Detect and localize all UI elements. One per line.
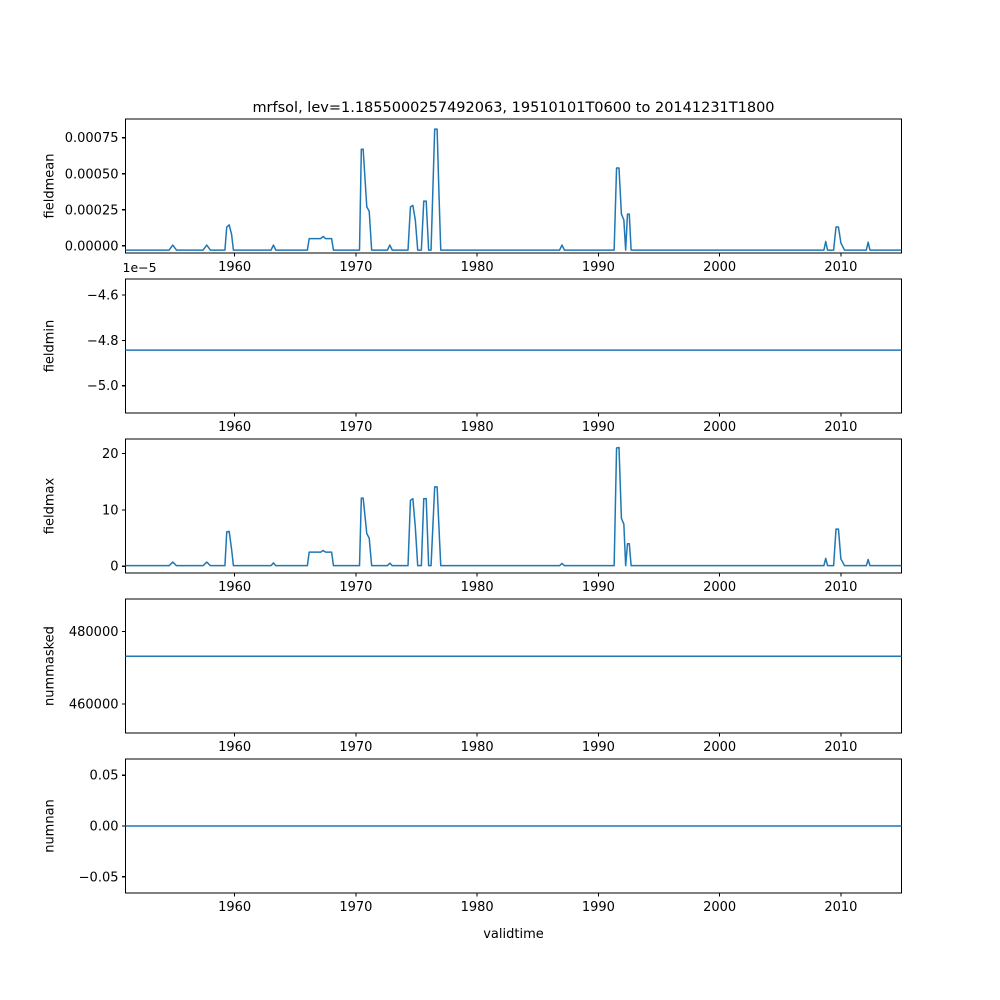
y-tick-label: −5.0 xyxy=(87,379,119,394)
x-tick-label: 2010 xyxy=(824,740,857,755)
y-tick-label: 0.00000 xyxy=(65,239,119,254)
x-tick-label: 1970 xyxy=(339,420,372,435)
subplot-fieldmin: −4.6 −4.8 −5.0 1960 1970 1980 1990 2000 2010 fiel… xyxy=(43,260,903,435)
subplot-numnan: 0.05 0.00 −0.05 1960 1970 1980 1990 2000 2010 num… xyxy=(43,758,903,942)
x-tick-label: 1990 xyxy=(582,900,615,915)
x-tick-label: 1980 xyxy=(461,900,494,915)
y-axis-label-numnan: numnan xyxy=(43,799,58,853)
y-tick-label: 20 xyxy=(102,447,119,462)
y-tick-label: −0.05 xyxy=(79,870,119,885)
x-tick-label: 2000 xyxy=(703,580,736,595)
x-tick-label: 2010 xyxy=(824,580,857,595)
axes-frame xyxy=(124,598,903,734)
x-axis-label: validtime xyxy=(483,927,544,942)
y-axis-label-fieldmin: fieldmin xyxy=(43,320,58,373)
axes-frame xyxy=(124,278,903,414)
x-tick-label: 1980 xyxy=(461,580,494,595)
y-tick-label: 460000 xyxy=(69,698,119,713)
subplot-fieldmean: 0.00000 0.00025 0.00050 0.00075 1960 1970 1980… xyxy=(43,118,903,275)
x-tick-label: 1960 xyxy=(218,260,251,275)
subplot-nummasked: 480000 460000 1960 1970 1980 1990 2000 2010 numm… xyxy=(43,598,903,755)
axes-frame xyxy=(124,438,903,574)
x-tick-label: 2000 xyxy=(703,740,736,755)
x-tick-label: 1960 xyxy=(218,420,251,435)
x-tick-label: 2000 xyxy=(703,260,736,275)
axes-frame xyxy=(124,118,903,254)
x-tick-label: 2010 xyxy=(824,260,857,275)
y-tick-label: 10 xyxy=(102,503,119,518)
y-axis-label-fieldmax: fieldmax xyxy=(43,478,58,535)
data-line-fieldmax xyxy=(125,446,902,567)
x-tick-label: 2000 xyxy=(703,420,736,435)
x-tick-label: 2010 xyxy=(824,900,857,915)
x-tick-label: 1960 xyxy=(218,740,251,755)
y-tick-label: 0.00 xyxy=(90,820,119,835)
x-tick-label: 1970 xyxy=(339,260,372,275)
x-tick-label: 1980 xyxy=(461,740,494,755)
y-axis-label-nummasked: nummasked xyxy=(43,626,58,706)
x-tick-label: 1990 xyxy=(582,580,615,595)
subplot-fieldmax: 0 10 20 1960 1970 1980 1990 2000 2010 fieldmax xyxy=(43,438,903,595)
x-tick-label: 1960 xyxy=(218,580,251,595)
x-tick-label: 2000 xyxy=(703,900,736,915)
x-tick-label: 1960 xyxy=(218,900,251,915)
y-tick-label: 0.00050 xyxy=(65,167,119,182)
x-tick-label: 1990 xyxy=(582,260,615,275)
x-tick-label: 1970 xyxy=(339,740,372,755)
y-axis-offset-text: 1e−5 xyxy=(123,260,157,275)
x-tick-label: 1980 xyxy=(461,420,494,435)
x-tick-label: 1970 xyxy=(339,580,372,595)
y-tick-label: 0.00075 xyxy=(65,131,119,146)
y-tick-label: −4.8 xyxy=(87,334,119,349)
y-tick-label: 480000 xyxy=(69,625,119,640)
y-axis-label-fieldmean: fieldmean xyxy=(43,154,58,219)
data-line-fieldmean xyxy=(125,128,902,251)
figure-title: mrfsol, lev=1.1855000257492063, 19510101… xyxy=(252,100,774,116)
x-tick-label: 1990 xyxy=(582,740,615,755)
y-tick-label: 0 xyxy=(110,560,118,575)
x-tick-label: 1990 xyxy=(582,420,615,435)
y-tick-label: 0.05 xyxy=(90,769,119,784)
y-tick-label: −4.6 xyxy=(87,288,119,303)
x-tick-label: 1970 xyxy=(339,900,372,915)
y-tick-label: 0.00025 xyxy=(65,203,119,218)
x-tick-label: 2010 xyxy=(824,420,857,435)
x-tick-label: 1980 xyxy=(461,260,494,275)
